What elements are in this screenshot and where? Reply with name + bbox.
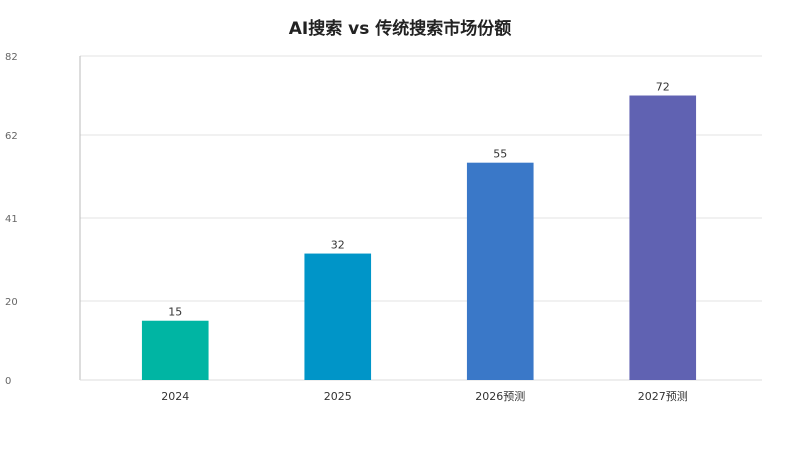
data-labels: 15 32 55 72 (168, 81, 670, 319)
x-category-label: 2027预测 (638, 390, 688, 403)
y-tick-label: 41 (5, 214, 18, 225)
y-tick-label: 62 (5, 131, 18, 142)
data-label: 15 (168, 306, 182, 319)
bar-3 (466, 162, 534, 380)
y-tick-label: 0 (5, 376, 11, 387)
y-axis-tick-labels: 0 20 41 62 82 (5, 52, 18, 387)
bar-1 (141, 320, 209, 380)
bar-2 (304, 253, 372, 380)
data-label: 32 (331, 239, 345, 252)
bar-4 (629, 95, 697, 380)
x-category-label: 2025 (324, 390, 352, 403)
data-label: 72 (656, 81, 670, 94)
x-category-label: 2024 (161, 390, 189, 403)
chart-title: AI搜索 vs 传统搜索市场份额 (288, 19, 512, 39)
y-tick-label: 20 (5, 297, 18, 308)
bars (141, 95, 697, 380)
x-category-label: 2026预测 (475, 390, 525, 403)
x-axis-category-labels: 2024 2025 2026预测 2027预测 (161, 390, 688, 403)
y-tick-label: 82 (5, 52, 18, 63)
data-label: 55 (493, 148, 507, 161)
